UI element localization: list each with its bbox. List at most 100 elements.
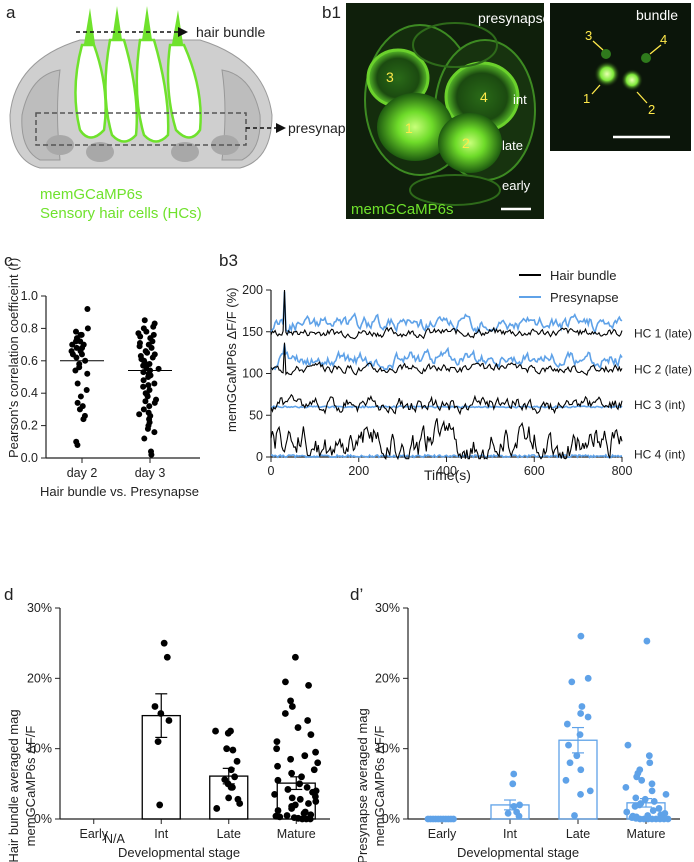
dp-data-point [510,770,518,778]
d-y-axis-label-1: Hair bundle averaged mag [6,709,21,862]
d-y-axis-label-2: memGCaMP6s ΔF/F [23,726,38,847]
b1-cell-3-label: 3 [386,69,394,85]
dp-data-point [573,752,581,760]
c-data-point [151,399,158,406]
hair-bundle-arrow-icon [178,27,188,37]
c-data-point [78,351,85,358]
b3-x-axis-label: Time(s) [424,467,471,483]
c-data-point [144,393,151,400]
d-data-point [229,746,237,754]
c-data-point [141,435,148,442]
d-data-point [303,783,311,791]
presynapse-box [35,112,247,146]
d-data-point [288,794,296,802]
c-data-point [136,343,143,350]
d-y-tick-label: 20% [27,671,52,685]
d-data-point [273,745,281,753]
d-data-point [306,815,314,823]
b3-y-tick-label: 100 [242,367,263,381]
b3-trace-label: HC 4 (int) [634,447,685,461]
b2-bundle-2 [621,69,643,91]
b3-y-tick-label: 50 [249,408,263,422]
b2-cell-3-label: 3 [585,28,592,43]
d-y-tick-label: 0% [34,812,52,826]
b2-bundle-4 [641,53,651,63]
dp-data-point [662,790,670,798]
dp-data-point [578,703,586,710]
b3-bundle-trace [270,289,623,340]
d-data-point [281,710,289,717]
d-data-point [231,773,239,781]
dp-data-point [643,637,651,645]
dp-data-point [577,632,585,640]
c-data-point [69,341,76,348]
b3-x-tick-label: 800 [612,464,633,478]
c-data-point [80,416,87,423]
c-data-point [78,331,85,338]
hair-cells [74,38,202,143]
hair-bundle-label: hair bundle [196,24,265,40]
dp-y-axis-label-2: memGCaMP6s ΔF/F [372,726,387,847]
d-data-point [288,805,296,812]
dp-data-point [568,678,576,686]
dp-data-point [504,809,512,817]
dp-x-tick-label: Mature [627,827,666,841]
d-data-point [156,801,164,809]
dp-y-axis-label-1: Presynapse averaged mag [355,708,370,862]
legend-memgcamp6s: memGCaMP6s [40,186,143,203]
panel-d-prime: d’ Presynapse averaged mag memGCaMP6s ΔF… [350,585,680,862]
c-plot: 0.0 0.2 0.4 0.6 0.8 1.0 day 2 day 3 [21,289,200,480]
b3-bundle-trace [270,393,623,416]
b3-y-tick-label: 0 [256,450,263,464]
d-data-point [288,703,296,710]
b3-presynapse-trace [270,291,623,335]
b2-bundle-3 [601,49,611,59]
b3-x-tick-label: 0 [268,464,275,478]
dp-data-point [577,790,584,798]
b3-legend-bundle: Hair bundle [550,268,617,283]
dp-data-point [641,795,649,803]
d-data-point [301,752,309,760]
legend-sensory-hair-cells: Sensory hair cells (HCs) [40,205,202,222]
d-data-point [154,738,162,746]
dp-y-tick-label: 10% [375,742,400,756]
c-data-point [140,377,147,384]
dp-data-point [623,808,631,816]
dp-data-point [566,759,574,767]
d-data-point [294,724,302,731]
d-plot: 0% 10% 20% 30% Early Int Late Mature [27,601,330,841]
c-data-point [140,383,147,390]
b2-cell-1-label: 1 [583,91,590,106]
c-data-point [84,325,91,332]
dp-data-point [562,776,570,784]
c-y-tick-label: 0.6 [21,354,38,368]
hair-bundles [84,6,183,44]
c-data-point [143,364,150,371]
d-data-point [163,653,171,661]
c-y-tick-label: 1.0 [21,289,38,303]
c-y-tick-label: 0.2 [21,419,38,433]
panel-letter-d-prime: d’ [350,585,363,604]
d-data-point [273,738,281,746]
dp-data-point [650,798,658,805]
c-data-point [148,451,155,458]
panel-b2: b2 bundle 3 4 1 2 [550,3,691,151]
b3-bundle-trace [270,418,623,461]
d-data-point [314,759,322,767]
c-data-point [72,367,79,374]
dp-data-point [664,815,672,823]
c-data-point [137,333,144,340]
dp-data-point [450,815,457,823]
b2-title: bundle [636,7,678,23]
dp-data-point [624,741,632,749]
c-data-point [143,328,150,335]
c-x-tick-label: day 3 [135,466,166,480]
dp-data-point [632,794,640,802]
dp-data-point [577,710,585,717]
b3-y-axis-label: memGCaMP6s ΔF/F (%) [224,288,239,432]
dp-data-point [655,805,663,812]
panel-a: a hair bundle [6,3,361,222]
b1-stain-label: memGCaMP6s [351,201,454,218]
b3-bundle-trace [270,342,623,376]
